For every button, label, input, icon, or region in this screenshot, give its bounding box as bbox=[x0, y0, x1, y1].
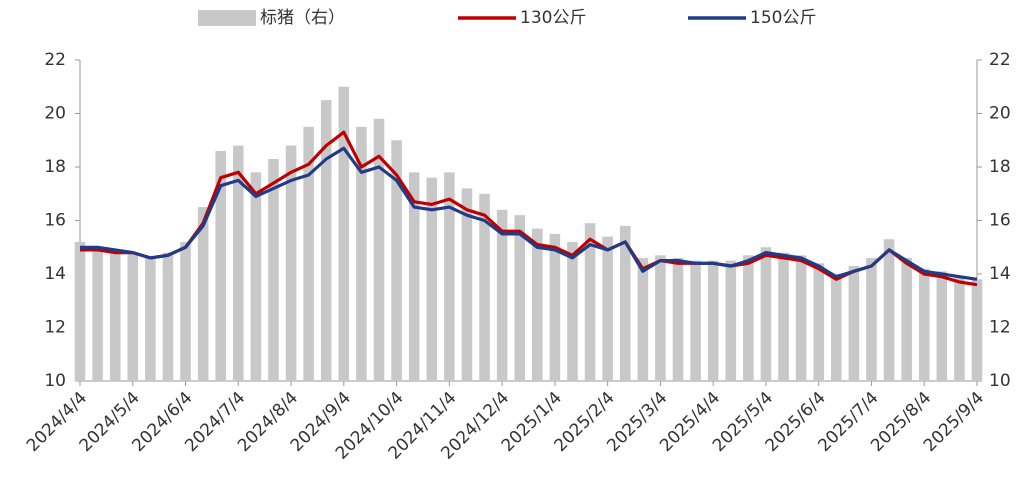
bar bbox=[672, 257, 684, 381]
bar bbox=[936, 271, 948, 381]
bar bbox=[92, 247, 103, 381]
bar bbox=[426, 177, 438, 381]
bar bbox=[866, 257, 877, 381]
bar bbox=[268, 158, 279, 381]
bar bbox=[479, 193, 490, 381]
bar bbox=[707, 260, 719, 381]
bar bbox=[285, 145, 297, 381]
y-tick-label: 20 bbox=[44, 104, 66, 124]
bar bbox=[180, 241, 191, 381]
bar bbox=[831, 274, 842, 381]
y-tick-label: 10 bbox=[44, 371, 66, 391]
y2-tick-label: 20 bbox=[989, 104, 1011, 124]
legend-label: 150公斤 bbox=[750, 8, 816, 28]
bar bbox=[690, 260, 701, 381]
bar bbox=[303, 126, 314, 381]
bar bbox=[391, 140, 402, 381]
bar bbox=[918, 268, 930, 381]
bar bbox=[637, 257, 649, 381]
bar bbox=[162, 252, 174, 381]
bar bbox=[197, 207, 209, 381]
bar bbox=[901, 257, 912, 381]
y-tick-label: 22 bbox=[44, 50, 66, 70]
bar bbox=[971, 279, 983, 381]
line bbox=[80, 130, 978, 287]
bar bbox=[373, 118, 385, 381]
bar bbox=[338, 86, 350, 381]
bar bbox=[619, 225, 631, 381]
y2-tick-label: 16 bbox=[989, 211, 1011, 231]
bar bbox=[356, 126, 367, 381]
bar bbox=[444, 172, 455, 381]
bar bbox=[795, 255, 807, 381]
bar bbox=[250, 172, 262, 381]
bar bbox=[233, 145, 244, 381]
y-tick-label: 14 bbox=[44, 264, 66, 284]
bar bbox=[725, 260, 737, 381]
bar bbox=[567, 241, 578, 381]
bar bbox=[496, 209, 508, 381]
bar bbox=[514, 215, 525, 381]
bar bbox=[778, 252, 789, 381]
bar bbox=[602, 236, 613, 381]
legend-swatch bbox=[198, 10, 256, 26]
legend-label: 130公斤 bbox=[520, 8, 586, 28]
y2-tick-label: 10 bbox=[989, 371, 1011, 391]
bar bbox=[954, 276, 965, 381]
bar bbox=[883, 239, 895, 381]
bar bbox=[655, 255, 666, 381]
legend-label: 标猪（右） bbox=[260, 8, 345, 28]
y2-tick-label: 12 bbox=[989, 318, 1011, 338]
y-tick-label: 16 bbox=[44, 211, 66, 231]
bar bbox=[461, 188, 473, 381]
y2-tick-label: 18 bbox=[989, 157, 1011, 177]
y-tick-label: 12 bbox=[44, 318, 66, 338]
bar bbox=[743, 255, 754, 381]
bar bbox=[215, 150, 226, 381]
bar bbox=[109, 249, 121, 381]
bar bbox=[532, 228, 543, 381]
y-tick-label: 18 bbox=[44, 157, 66, 177]
y2-tick-label: 22 bbox=[989, 50, 1011, 70]
bar bbox=[320, 100, 332, 381]
bar bbox=[127, 252, 139, 381]
bar bbox=[549, 233, 561, 381]
y2-tick-label: 14 bbox=[989, 264, 1011, 284]
bar bbox=[813, 263, 824, 381]
bar bbox=[145, 257, 156, 381]
bar bbox=[408, 172, 420, 381]
bar bbox=[74, 241, 86, 381]
line bbox=[80, 146, 978, 281]
bar bbox=[584, 223, 596, 381]
bar bbox=[848, 265, 860, 381]
bar bbox=[760, 247, 772, 381]
